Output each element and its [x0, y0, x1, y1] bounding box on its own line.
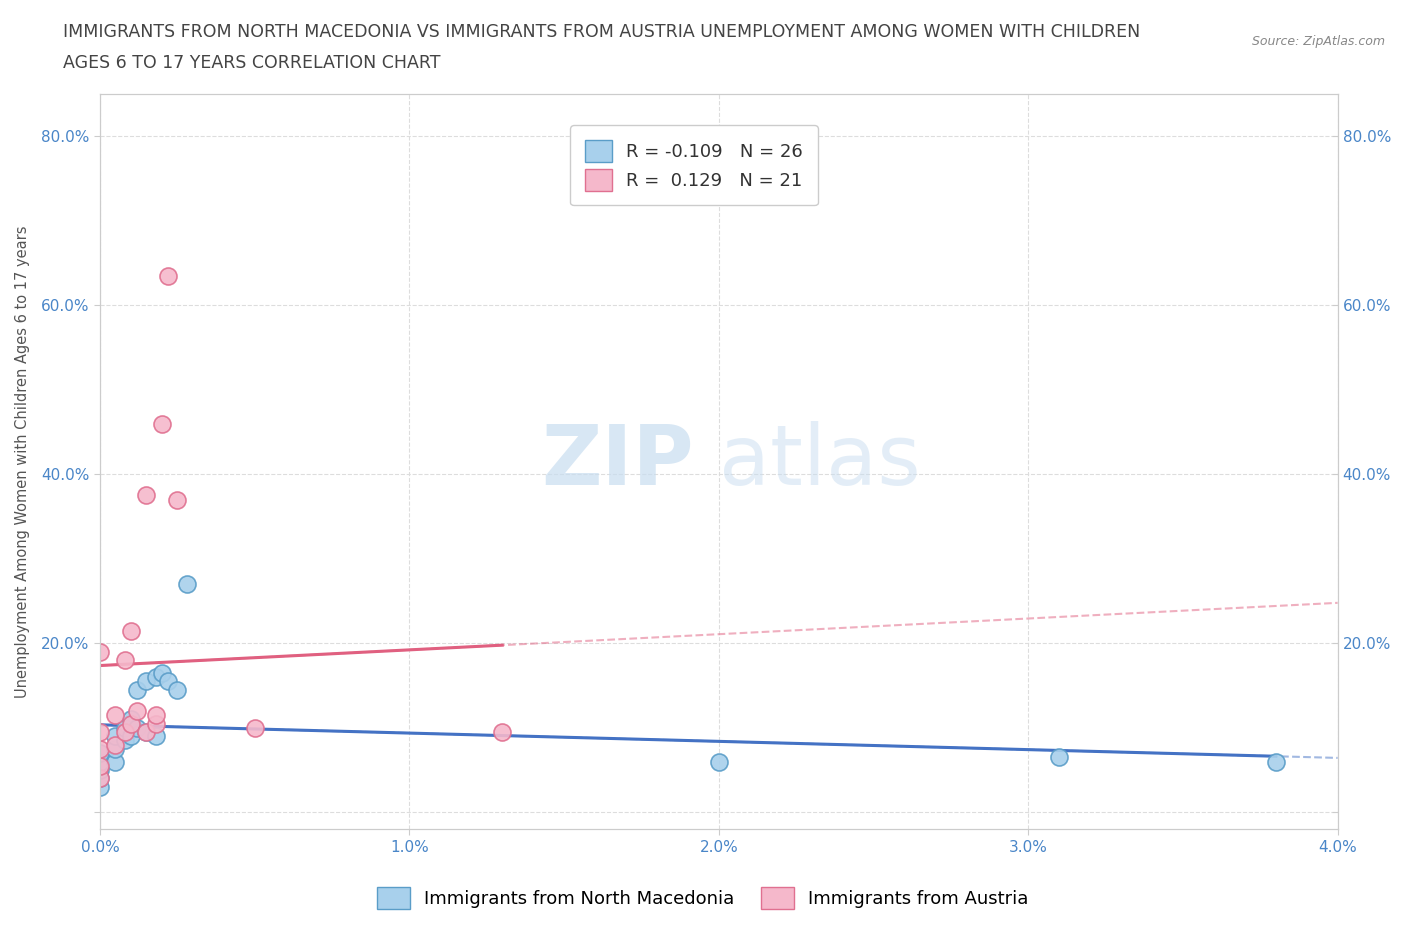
Point [157, 674, 180, 689]
Point [150, 416, 173, 431]
Point [135, 724, 157, 739]
Point [89, 771, 111, 786]
Point [89, 779, 111, 794]
Legend: R = -0.109   N = 26, R =  0.129   N = 21: R = -0.109 N = 26, R = 0.129 N = 21 [571, 126, 818, 206]
Point [145, 708, 167, 723]
Point [89, 754, 111, 769]
Point [135, 724, 157, 739]
Text: Source: ZipAtlas.com: Source: ZipAtlas.com [1251, 35, 1385, 48]
Text: atlas: atlas [718, 421, 921, 502]
Point [89, 746, 111, 761]
Point [104, 729, 127, 744]
Point [135, 488, 157, 503]
Point [145, 716, 167, 731]
Point [89, 644, 111, 659]
Point [243, 721, 266, 736]
Point [120, 623, 142, 638]
Legend: Immigrants from North Macedonia, Immigrants from Austria: Immigrants from North Macedonia, Immigra… [370, 880, 1036, 916]
Point [89, 724, 111, 739]
Point [120, 711, 142, 726]
Point [127, 721, 149, 736]
Text: IMMIGRANTS FROM NORTH MACEDONIA VS IMMIGRANTS FROM AUSTRIA UNEMPLOYMENT AMONG WO: IMMIGRANTS FROM NORTH MACEDONIA VS IMMIG… [63, 23, 1140, 41]
Point [89, 741, 111, 756]
Point [114, 653, 136, 668]
Point [104, 741, 127, 756]
Point [176, 577, 198, 591]
Point [135, 674, 157, 689]
Point [104, 737, 127, 752]
Y-axis label: Unemployment Among Women with Children Ages 6 to 17 years: Unemployment Among Women with Children A… [15, 225, 30, 698]
Point [1264, 754, 1286, 769]
Text: AGES 6 TO 17 YEARS CORRELATION CHART: AGES 6 TO 17 YEARS CORRELATION CHART [63, 54, 440, 72]
Point [104, 754, 127, 769]
Point [89, 758, 111, 773]
Point [120, 729, 142, 744]
Point [150, 665, 173, 680]
Point [145, 729, 167, 744]
Point [127, 683, 149, 698]
Point [104, 708, 127, 723]
Text: ZIP: ZIP [541, 421, 695, 502]
Point [707, 754, 730, 769]
Point [157, 268, 180, 283]
Point [145, 670, 167, 684]
Point [166, 683, 188, 698]
Point [120, 716, 142, 731]
Point [114, 733, 136, 748]
Point [166, 492, 188, 507]
Point [89, 758, 111, 773]
Point [114, 724, 136, 739]
Point [89, 771, 111, 786]
Point [114, 721, 136, 736]
Point [89, 763, 111, 777]
Point [127, 703, 149, 718]
Point [491, 724, 513, 739]
Point [1047, 750, 1070, 764]
